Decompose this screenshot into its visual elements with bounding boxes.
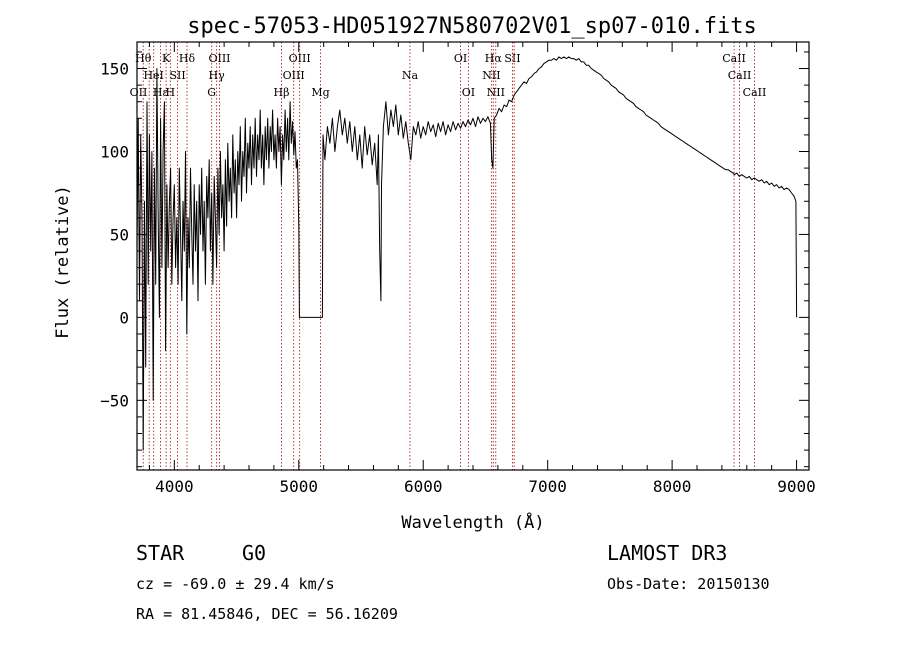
obs-date: Obs-Date: 20150130: [607, 575, 770, 593]
line-label-16: OI: [454, 52, 467, 65]
subclass: G0: [242, 541, 266, 565]
line-label-7: Hδ: [179, 52, 196, 65]
y-tick-label-0: −50: [100, 391, 129, 410]
line-label-14: Mg: [311, 86, 329, 99]
spectrum-line-0: [136, 56, 798, 451]
x-tick-label-3: 7000: [528, 477, 567, 496]
x-tick-label-1: 5000: [280, 477, 319, 496]
line-label-25: CaII: [743, 86, 767, 99]
line-label-15: Na: [402, 69, 419, 82]
survey-name: LAMOST DR3: [607, 541, 727, 565]
spectrum-layer: [136, 56, 798, 451]
line-label-4: K: [162, 52, 171, 65]
object-type: STAR: [136, 541, 185, 565]
chart-title: spec-57053-HD051927N580702V01_sp07-010.f…: [187, 14, 757, 39]
line-label-6: SII: [169, 69, 185, 82]
line-label-0: Hθ: [135, 52, 152, 65]
x-tick-label-2: 6000: [404, 477, 443, 496]
y-tick-label-1: 0: [119, 308, 129, 327]
y-tick-label-2: 50: [110, 225, 129, 244]
x-axis-label: Wavelength (Å): [401, 511, 544, 533]
tick-layer: 4000 5000 6000 7000 8000 9000 −50 0 50 100 150: [100, 42, 816, 496]
plot-frame: [136, 41, 810, 471]
line-label-23: CaII: [722, 52, 746, 65]
y-tick-label-3: 100: [100, 142, 129, 161]
line-label-13: OIII: [289, 52, 311, 65]
line-marker-layer: HθHeIHεKHSIIHδGHγOIIIHβOIIIOIIIMgNaOIOIN…: [130, 42, 767, 470]
line-label-2: HeI: [143, 69, 163, 82]
x-tick-label-4: 8000: [653, 477, 692, 496]
line-label-17: OI: [462, 86, 475, 99]
line-label-12: OIII: [283, 69, 305, 82]
x-tick-label-0: 4000: [155, 477, 194, 496]
y-tick-label-4: 150: [100, 60, 129, 79]
y-axis-label: Flux (relative): [53, 185, 73, 339]
row-label-0: OII: [130, 86, 148, 99]
line-label-9: Hγ: [209, 69, 226, 82]
line-label-20: NII: [487, 86, 505, 99]
line-label-8: G: [207, 86, 216, 99]
line-label-21: SII: [504, 52, 520, 65]
x-tick-label-5: 9000: [777, 477, 816, 496]
coordinates: RA = 81.45846, DEC = 56.16209: [136, 605, 398, 623]
line-label-10: OIII: [208, 52, 230, 65]
line-label-11: Hβ: [274, 86, 290, 99]
redshift-readout: cz = -69.0 ± 29.4 km/s: [136, 575, 335, 593]
line-label-5: H: [166, 86, 176, 99]
line-label-18: NII: [482, 69, 500, 82]
line-label-19: Hα: [485, 52, 503, 65]
line-label-24: CaII: [728, 69, 752, 82]
